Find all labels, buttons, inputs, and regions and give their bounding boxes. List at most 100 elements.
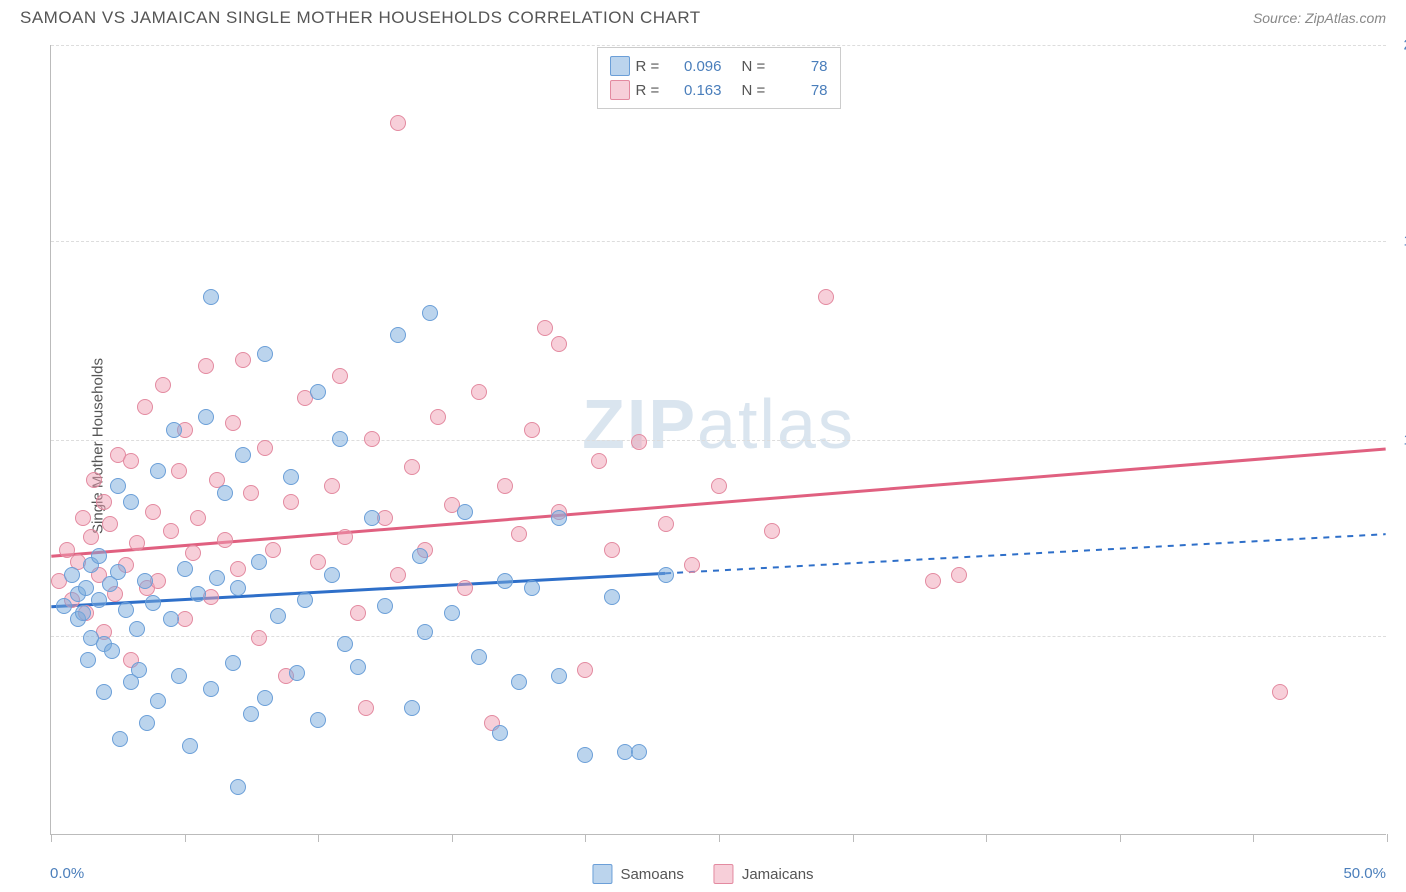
data-point-jamaican	[951, 567, 967, 583]
data-point-samoan	[310, 712, 326, 728]
data-point-samoan	[123, 494, 139, 510]
data-point-jamaican	[457, 580, 473, 596]
data-point-samoan	[75, 605, 91, 621]
data-point-jamaican	[764, 523, 780, 539]
legend-swatch	[714, 864, 734, 884]
data-point-jamaican	[332, 368, 348, 384]
data-point-jamaican	[75, 510, 91, 526]
data-point-jamaican	[155, 377, 171, 393]
data-point-samoan	[96, 684, 112, 700]
legend-n-label: N =	[742, 82, 772, 99]
data-point-samoan	[150, 693, 166, 709]
data-point-jamaican	[537, 320, 553, 336]
legend-series-item: Samoans	[592, 864, 683, 884]
x-axis-max-label: 50.0%	[1343, 865, 1386, 882]
data-point-samoan	[182, 738, 198, 754]
data-point-jamaican	[711, 478, 727, 494]
legend-r-label: R =	[636, 58, 666, 75]
y-tick-label: 25.0%	[1391, 37, 1406, 54]
data-point-jamaican	[337, 529, 353, 545]
data-point-jamaican	[364, 431, 380, 447]
data-point-samoan	[350, 659, 366, 675]
data-point-samoan	[251, 554, 267, 570]
data-point-samoan	[129, 621, 145, 637]
data-point-samoan	[243, 706, 259, 722]
data-point-samoan	[198, 409, 214, 425]
data-point-samoan	[471, 649, 487, 665]
data-point-samoan	[177, 561, 193, 577]
x-tick	[185, 834, 186, 842]
data-point-jamaican	[404, 459, 420, 475]
data-point-jamaican	[243, 485, 259, 501]
data-point-samoan	[332, 431, 348, 447]
data-point-samoan	[190, 586, 206, 602]
data-point-samoan	[324, 567, 340, 583]
data-point-samoan	[118, 602, 134, 618]
data-point-samoan	[604, 589, 620, 605]
legend-n-value: 78	[778, 58, 828, 75]
x-tick	[853, 834, 854, 842]
data-point-jamaican	[198, 358, 214, 374]
data-point-samoan	[131, 662, 147, 678]
data-point-samoan	[137, 573, 153, 589]
series-legend: Samoans Jamaicans	[592, 864, 813, 884]
data-point-samoan	[337, 636, 353, 652]
data-point-jamaican	[83, 529, 99, 545]
x-tick	[1120, 834, 1121, 842]
data-point-samoan	[139, 715, 155, 731]
x-tick	[51, 834, 52, 842]
data-point-jamaican	[390, 567, 406, 583]
data-point-jamaican	[96, 494, 112, 510]
data-point-samoan	[91, 548, 107, 564]
data-point-jamaican	[390, 115, 406, 131]
data-point-jamaican	[145, 504, 161, 520]
data-point-samoan	[444, 605, 460, 621]
data-point-jamaican	[430, 409, 446, 425]
data-point-jamaican	[350, 605, 366, 621]
trend-line-samoan-dashed	[665, 534, 1386, 573]
data-point-jamaican	[230, 561, 246, 577]
chart-title: SAMOAN VS JAMAICAN SINGLE MOTHER HOUSEHO…	[20, 8, 701, 28]
data-point-samoan	[377, 598, 393, 614]
gridline	[51, 241, 1386, 242]
data-point-jamaican	[591, 453, 607, 469]
data-point-samoan	[511, 674, 527, 690]
legend-row: R =0.163N =78	[610, 78, 828, 102]
y-tick-label: 6.3%	[1391, 627, 1406, 644]
data-point-samoan	[230, 580, 246, 596]
data-point-samoan	[209, 570, 225, 586]
gridline	[51, 45, 1386, 46]
data-point-samoan	[56, 598, 72, 614]
data-point-samoan	[171, 668, 187, 684]
legend-r-label: R =	[636, 82, 666, 99]
data-point-samoan	[80, 652, 96, 668]
y-tick-label: 18.8%	[1391, 232, 1406, 249]
data-point-samoan	[524, 580, 540, 596]
data-point-samoan	[658, 567, 674, 583]
data-point-samoan	[422, 305, 438, 321]
data-point-samoan	[283, 469, 299, 485]
data-point-jamaican	[524, 422, 540, 438]
data-point-samoan	[297, 592, 313, 608]
data-point-jamaican	[511, 526, 527, 542]
legend-series-item: Jamaicans	[714, 864, 814, 884]
data-point-samoan	[551, 668, 567, 684]
source-label: Source: ZipAtlas.com	[1253, 10, 1386, 26]
correlation-legend: R = 0.096 N = 78 R =0.163N =78	[597, 47, 841, 109]
data-point-samoan	[289, 665, 305, 681]
data-point-jamaican	[235, 352, 251, 368]
x-tick	[318, 834, 319, 842]
data-point-samoan	[497, 573, 513, 589]
data-point-jamaican	[658, 516, 674, 532]
data-point-samoan	[235, 447, 251, 463]
data-point-samoan	[577, 747, 593, 763]
data-point-samoan	[257, 690, 273, 706]
legend-r-value: 0.096	[672, 58, 722, 75]
data-point-jamaican	[497, 478, 513, 494]
data-point-samoan	[203, 681, 219, 697]
trend-line-jamaican-solid	[51, 449, 1385, 556]
data-point-jamaican	[684, 557, 700, 573]
data-point-jamaican	[86, 472, 102, 488]
data-point-samoan	[104, 643, 120, 659]
data-point-jamaican	[137, 399, 153, 415]
